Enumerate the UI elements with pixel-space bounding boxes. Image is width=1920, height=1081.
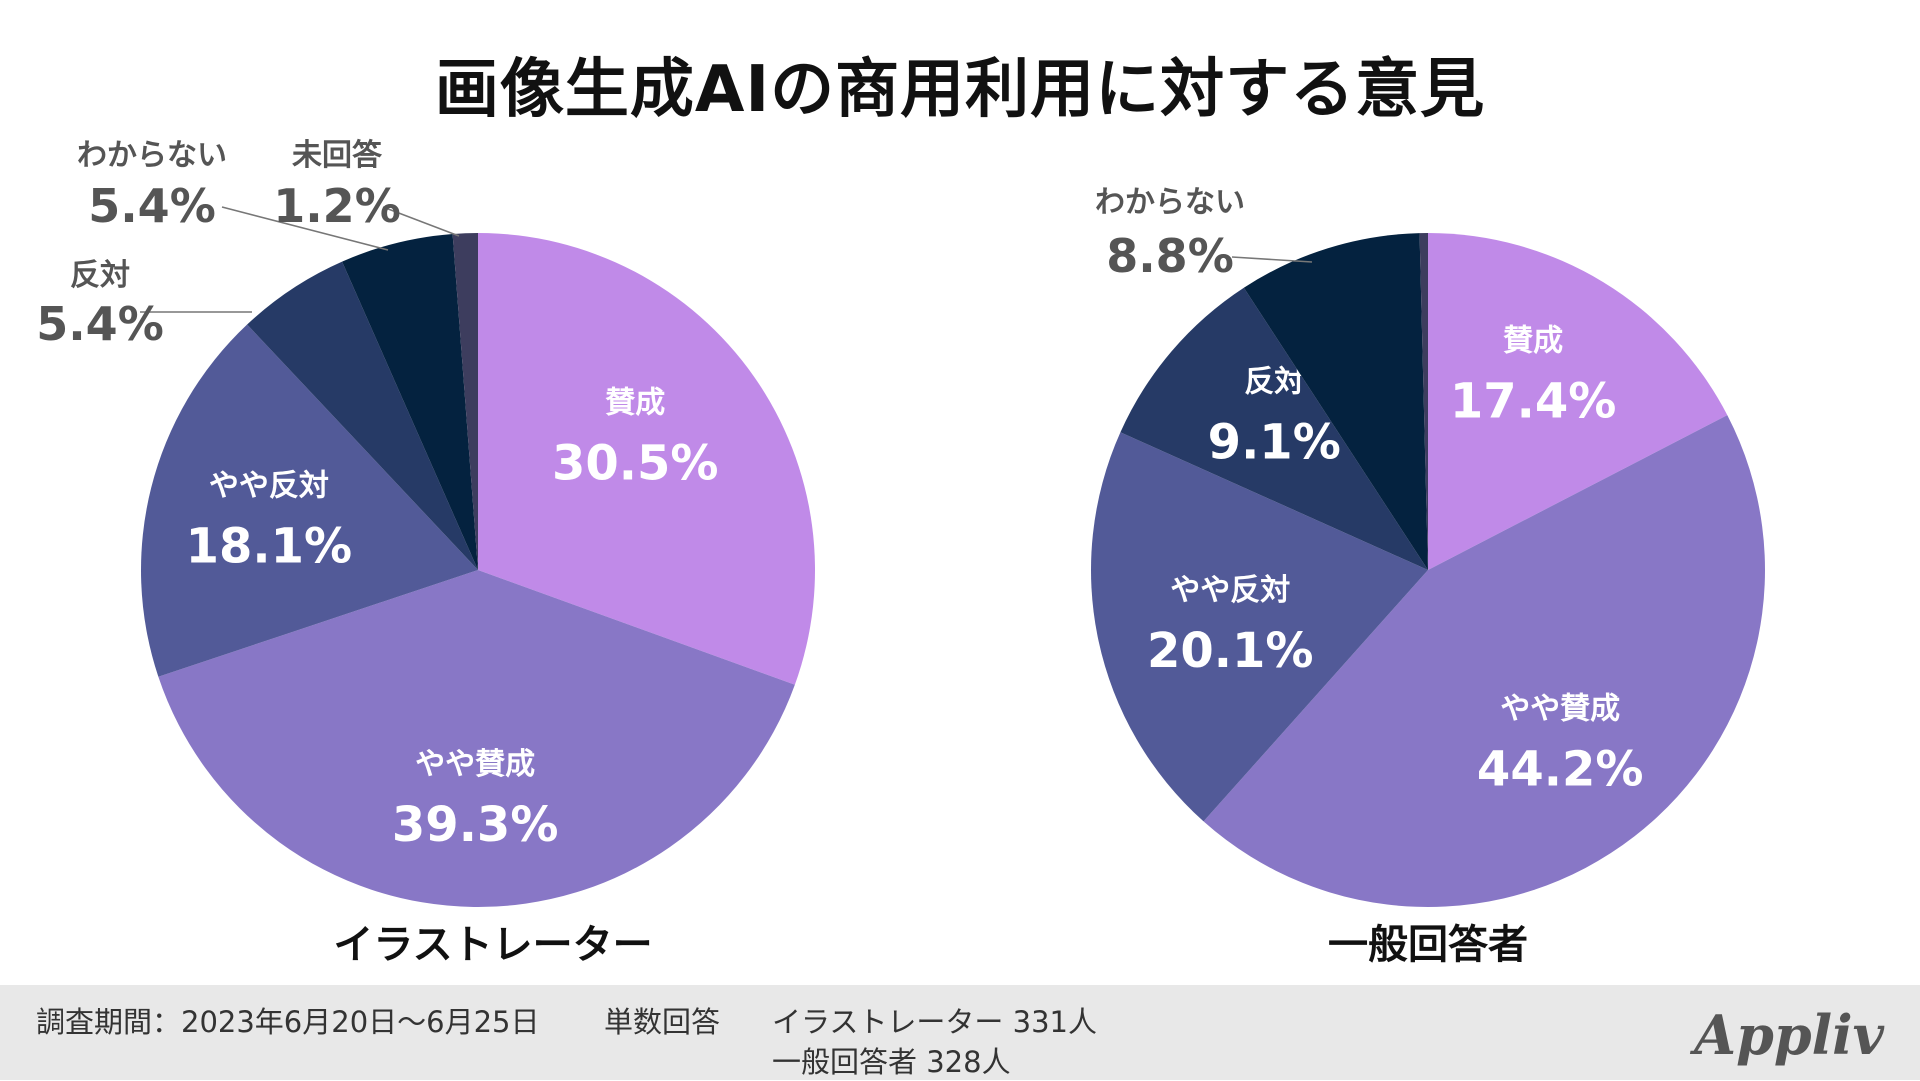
general-value-1: 44.2%: [1477, 741, 1644, 797]
illustrator-slice-2: [140, 324, 478, 677]
illustrator-label-1: やや賛成: [415, 747, 535, 782]
illustrator-value-5: 1.2%: [273, 179, 401, 233]
general-value-3: 9.1%: [1208, 415, 1341, 471]
survey-period: 調査期間：2023年6月20日〜6月25日: [36, 1005, 540, 1039]
general-value-4: 8.8%: [1106, 229, 1234, 283]
general-label-3: 反対: [1244, 365, 1304, 400]
general-label-0: 賛成: [1503, 323, 1563, 358]
general-value-2: 20.1%: [1147, 623, 1314, 679]
illustrator-slice-0: [478, 233, 815, 685]
illustrator-value-3: 5.4%: [36, 297, 164, 351]
illustrator-value-2: 18.1%: [186, 518, 353, 574]
general-slice-1: [1203, 415, 1765, 907]
illustrator-slice-4: [342, 233, 478, 571]
chart-title: 画像生成AIの商用利用に対する意見: [434, 53, 1486, 127]
appliv-logo: Appliv: [1694, 1003, 1884, 1067]
general-count: 一般回答者 328人: [772, 1045, 1011, 1079]
illustrator-chart-title: イラストレーター: [333, 922, 652, 968]
illustrator-slice-3: [247, 261, 478, 570]
general-label-4: わからない: [1095, 185, 1245, 220]
illustrator-label-4: わからない: [77, 138, 227, 173]
illustrator-value-1: 39.3%: [392, 797, 559, 853]
illustrator-label-5: 未回答: [292, 138, 383, 173]
illustrator-value-0: 30.5%: [552, 436, 719, 492]
general-slice-2: [1091, 432, 1428, 822]
illustrator-slice-5: [452, 233, 478, 570]
general-label-2: やや反対: [1170, 573, 1290, 608]
answer-method: 単数回答: [604, 1005, 721, 1039]
illustrator-label-2: やや反対: [209, 468, 329, 503]
illustrator-slice-1: [158, 570, 795, 908]
illustrator-leader-5: [382, 206, 460, 237]
general-label-1: やや賛成: [1500, 691, 1620, 726]
general-slice-4: [1243, 233, 1428, 570]
general-slice-3: [1120, 287, 1428, 570]
general-value-0: 17.4%: [1450, 373, 1617, 429]
illustrator-label-3: 反対: [70, 258, 130, 293]
illustrator-leader-4: [221, 206, 389, 251]
illustrator-count: イラストレーター 331人: [772, 1005, 1097, 1039]
general-slice-5: [1419, 233, 1428, 570]
general-chart-title: 一般回答者: [1328, 922, 1528, 968]
general-slice-0: [1428, 233, 1728, 570]
pie-charts: 賛成 30.5% やや賛成 39.3% やや反対 18.1% 反対 5.4% わからない 5.4%…: [36, 138, 1765, 968]
general-leader-4: [1231, 256, 1313, 263]
illustrator-value-4: 5.4%: [88, 179, 216, 233]
footer: 調査期間：2023年6月20日〜6月25日 単数回答 イラストレーター 331人…: [0, 985, 1920, 1080]
illustrator-label-0: 賛成: [605, 386, 665, 421]
